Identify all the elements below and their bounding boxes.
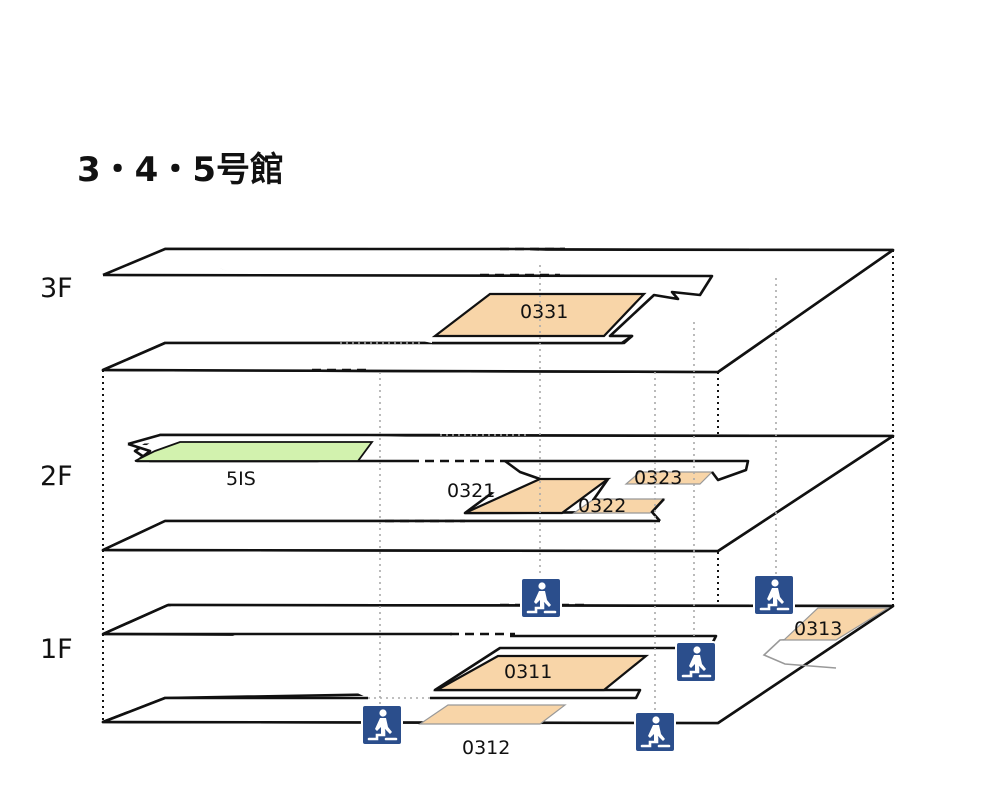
floor-label-3f: 3F: [40, 273, 73, 304]
room-label-0312: 0312: [462, 737, 510, 759]
room-0313[interactable]: [782, 607, 891, 641]
room-5IS[interactable]: [134, 441, 374, 462]
floor-label-1f: 1F: [40, 634, 73, 665]
stair-shaft-lines: [379, 265, 777, 712]
room-label-0311: 0311: [504, 661, 552, 683]
room-0322[interactable]: [572, 498, 666, 514]
room-0323[interactable]: [624, 471, 714, 485]
floor-3f: 0331: [101, 247, 895, 374]
room-0321[interactable]: [464, 477, 612, 515]
floor-2f: 5IS 0321 0322 0323: [101, 433, 895, 553]
stairs-icon[interactable]: [519, 576, 563, 620]
stairs-icon[interactable]: [674, 640, 718, 684]
stairs-icon[interactable]: [633, 710, 677, 754]
room-label-0331: 0331: [520, 301, 568, 323]
floor-label-2f: 2F: [40, 461, 73, 492]
floor-1f: 0311 0312 0313: [101, 603, 895, 759]
room-label-0322: 0322: [578, 495, 626, 517]
room-label-5IS: 5IS: [226, 468, 256, 490]
room-label-0323: 0323: [634, 467, 682, 489]
room-label-0313: 0313: [794, 618, 842, 640]
floor-2f-inner: [101, 433, 895, 553]
stairs-icon[interactable]: [752, 573, 796, 617]
room-0312[interactable]: [418, 704, 567, 725]
room-0311[interactable]: [432, 654, 650, 692]
room-label-0321: 0321: [447, 480, 495, 502]
page-title: 3・4・5号館: [77, 150, 284, 190]
stairs-icon[interactable]: [360, 703, 404, 747]
